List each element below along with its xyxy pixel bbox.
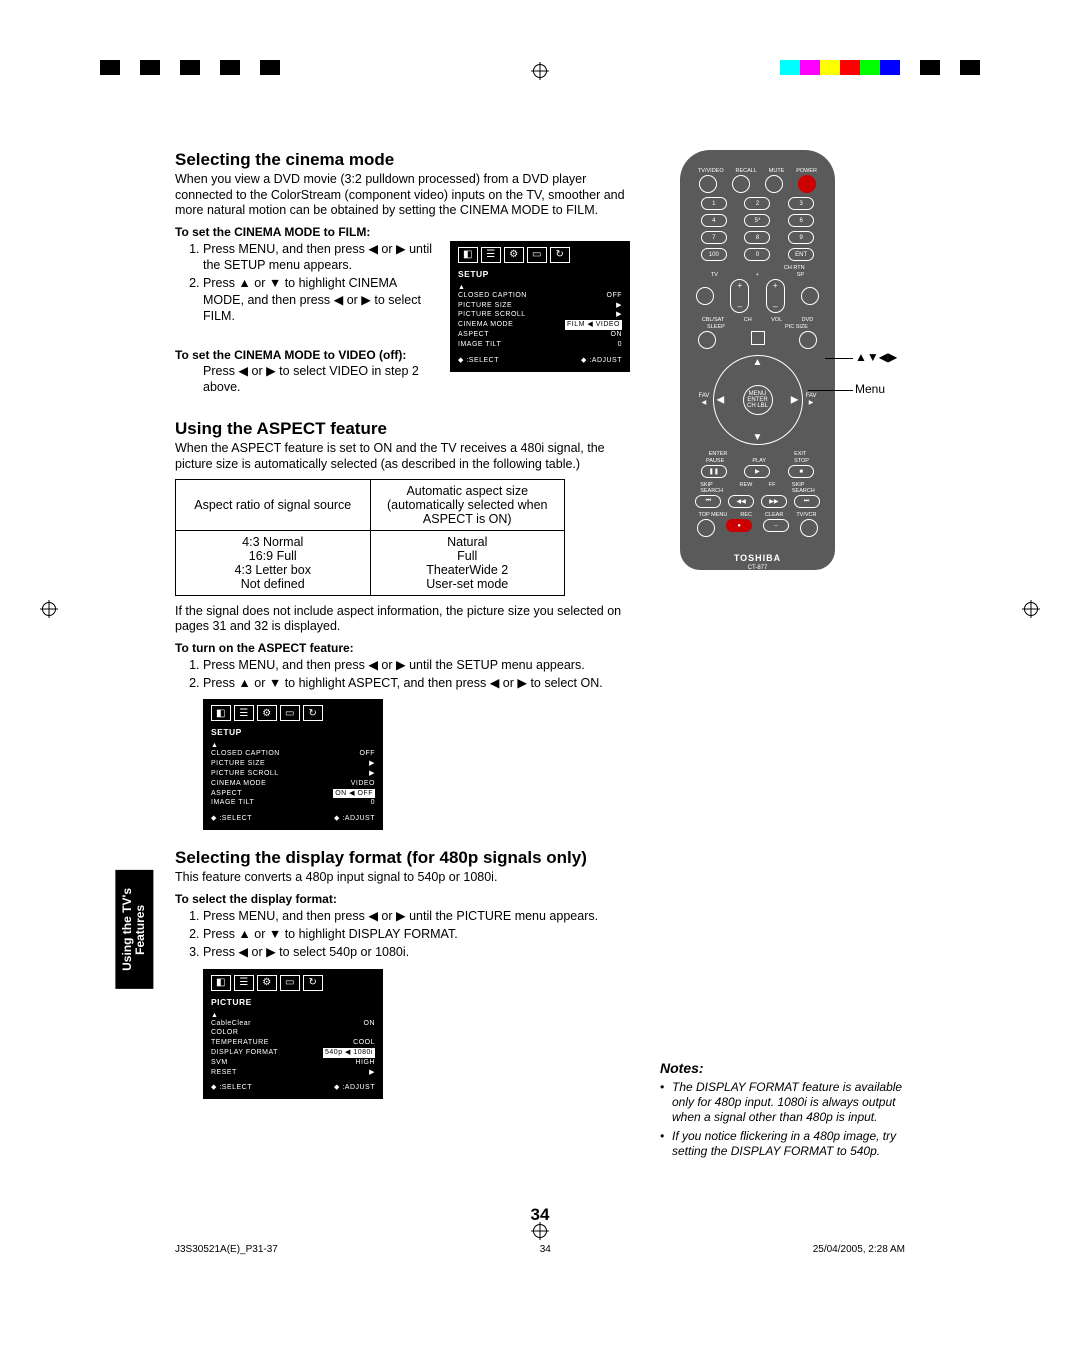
callout-menu: Menu — [855, 382, 885, 396]
register-mark-icon — [531, 62, 549, 80]
aspect-intro: When the ASPECT feature is set to ON and… — [175, 441, 630, 472]
footer-mid: 34 — [540, 1244, 551, 1255]
registration-bar-color — [780, 60, 980, 75]
remote-illustration: TV/VIDEORECALLMUTEPOWER12345*67891000ENT… — [660, 150, 905, 570]
page-number: 34 — [531, 1205, 550, 1225]
callout-arrows: ▲▼◀▶ — [855, 350, 897, 364]
display-intro: This feature converts a 480p input signa… — [175, 870, 630, 886]
aspect-th1: Aspect ratio of signal source — [176, 479, 371, 530]
aspect-steps: Press MENU, and then press ◀ or ▶ until … — [175, 657, 630, 692]
aspect-on-title: To turn on the ASPECT feature: — [175, 641, 630, 655]
osd-picture-display: ◧☰⚙▭↻PICTURE▲CableClearONCOLORTEMPERATUR… — [203, 969, 630, 1100]
aspect-th2: Automatic aspect size (automatically sel… — [370, 479, 565, 530]
callout-line — [808, 390, 853, 391]
step-item: Press ◀ or ▶ to select 540p or 1080i. — [203, 944, 630, 960]
register-mark-icon — [40, 600, 58, 618]
footer-right: 25/04/2005, 2:28 AM — [813, 1244, 905, 1255]
display-heading: Selecting the display format (for 480p s… — [175, 848, 630, 868]
note-item: The DISPLAY FORMAT feature is available … — [660, 1080, 905, 1125]
callout-line — [825, 358, 853, 359]
cinema-heading: Selecting the cinema mode — [175, 150, 630, 170]
aspect-heading: Using the ASPECT feature — [175, 419, 630, 439]
notes-block: Notes: The DISPLAY FORMAT feature is ava… — [660, 1060, 905, 1159]
step-item: Press MENU, and then press ◀ or ▶ until … — [203, 657, 630, 673]
step-item: Press ▲ or ▼ to highlight DISPLAY FORMAT… — [203, 926, 630, 942]
display-steps: Press MENU, and then press ◀ or ▶ until … — [175, 908, 630, 961]
registration-bar-bw — [100, 60, 300, 75]
note-item: If you notice flickering in a 480p image… — [660, 1129, 905, 1159]
display-steps-title: To select the display format: — [175, 892, 630, 906]
cinema-intro: When you view a DVD movie (3:2 pulldown … — [175, 172, 630, 219]
osd-setup-cinema: ◧☰⚙▭↻SETUP▲CLOSED CAPTIONOFFPICTURE SIZE… — [450, 241, 630, 372]
cinema-film-title: To set the CINEMA MODE to FILM: — [175, 225, 630, 239]
step-item: Press MENU, and then press ◀ or ▶ until … — [203, 908, 630, 924]
section-tab: Using the TV'sFeatures — [115, 870, 153, 989]
aspect-after: If the signal does not include aspect in… — [175, 604, 630, 635]
osd-setup-aspect: ◧☰⚙▭↻SETUP▲CLOSED CAPTIONOFFPICTURE SIZE… — [203, 699, 630, 830]
register-mark-icon — [1022, 600, 1040, 618]
step-item: Press ▲ or ▼ to highlight ASPECT, and th… — [203, 675, 630, 691]
print-footer: J3S30521A(E)_P31-37 34 25/04/2005, 2:28 … — [175, 1244, 905, 1255]
aspect-table: Aspect ratio of signal source Automatic … — [175, 479, 565, 596]
notes-title: Notes: — [660, 1060, 905, 1076]
footer-left: J3S30521A(E)_P31-37 — [175, 1244, 278, 1255]
